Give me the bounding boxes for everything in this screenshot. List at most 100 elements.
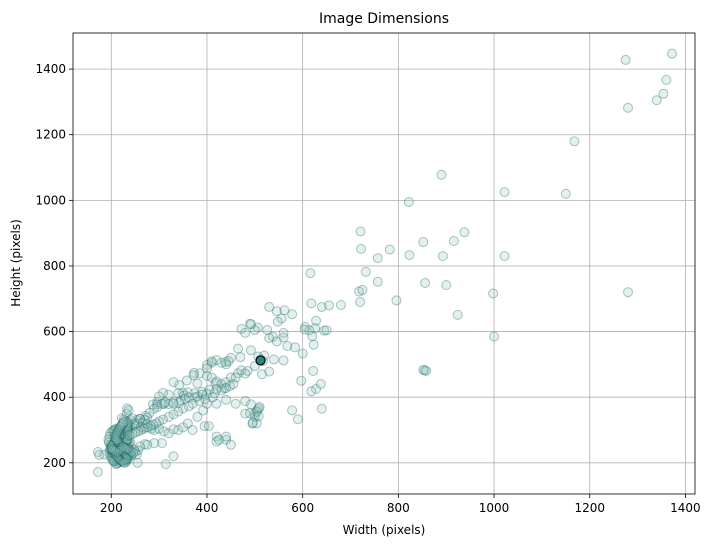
data-point [117,418,128,429]
data-point [127,428,138,439]
data-point [114,442,125,453]
data-point [179,393,190,404]
data-point [223,356,234,367]
data-point [436,169,447,180]
data-point [163,389,174,400]
data-point [119,446,130,457]
data-point [323,300,334,311]
data-point [245,408,256,419]
data-point [488,288,499,299]
data-point [125,422,136,433]
data-point [311,315,322,326]
data-point [118,447,129,458]
data-point [121,456,132,467]
data-point [168,424,179,435]
data-point [113,450,124,461]
data-point [623,287,634,298]
data-point [120,415,131,426]
data-point [308,365,319,376]
data-point [204,384,215,395]
data-point [152,399,163,410]
data-point [122,447,133,458]
data-point [106,441,117,452]
data-point [297,348,308,359]
data-point [122,419,133,430]
data-point [316,301,327,312]
data-point [233,343,244,354]
data-point [117,454,128,465]
data-point [254,402,265,413]
data-point [109,447,120,458]
data-point [113,446,124,457]
data-point [115,447,126,458]
data-point [319,325,330,336]
data-point [139,439,150,450]
data-point [163,399,174,410]
data-point [163,428,174,439]
data-point [119,426,130,437]
data-point [418,364,429,375]
data-point [110,433,121,444]
data-point [192,378,203,389]
data-point [189,367,200,378]
data-point [94,449,105,460]
data-point [658,88,669,99]
data-point [148,403,159,414]
data-point [121,408,132,419]
data-point [130,427,141,438]
data-point [160,459,171,470]
data-point [118,457,129,468]
data-point [116,443,127,454]
data-point [112,443,123,454]
data-point [119,447,130,458]
data-point [321,325,332,336]
data-point [201,388,212,399]
data-point [209,388,220,399]
data-point [272,316,283,327]
grid-lines [73,33,695,494]
data-point [156,438,167,449]
data-point [253,403,264,414]
data-point [245,399,256,410]
data-point [178,422,189,433]
data-point [132,418,143,429]
data-point [623,102,634,113]
data-point [113,453,124,464]
data-point [221,377,232,388]
data-point [112,452,123,463]
data-point [420,278,431,289]
data-point [620,54,631,65]
data-point [354,286,365,297]
data-point [120,442,131,453]
data-point [109,430,120,441]
data-point [122,444,133,455]
data-point [230,372,241,383]
data-point [178,387,189,398]
data-point [114,448,125,459]
data-point [115,444,126,455]
highlight-point-group [255,355,266,366]
data-point [121,451,132,462]
data-point [129,420,140,431]
data-point [114,444,125,455]
data-point [120,443,131,454]
data-point [112,427,123,438]
data-point [110,432,121,443]
data-point [187,425,198,436]
data-point [221,434,232,445]
data-point [112,441,123,452]
data-point [156,398,167,409]
data-point [123,423,134,434]
data-point [219,383,230,394]
data-point [107,426,118,437]
data-point [152,402,163,413]
data-point [152,397,163,408]
data-point [115,455,126,466]
data-point [225,372,236,383]
data-point [130,418,141,429]
data-point [168,398,179,409]
data-point [122,418,133,429]
x-tick-label: 1000 [479,501,510,515]
data-point [279,305,290,316]
data-point [142,419,153,430]
